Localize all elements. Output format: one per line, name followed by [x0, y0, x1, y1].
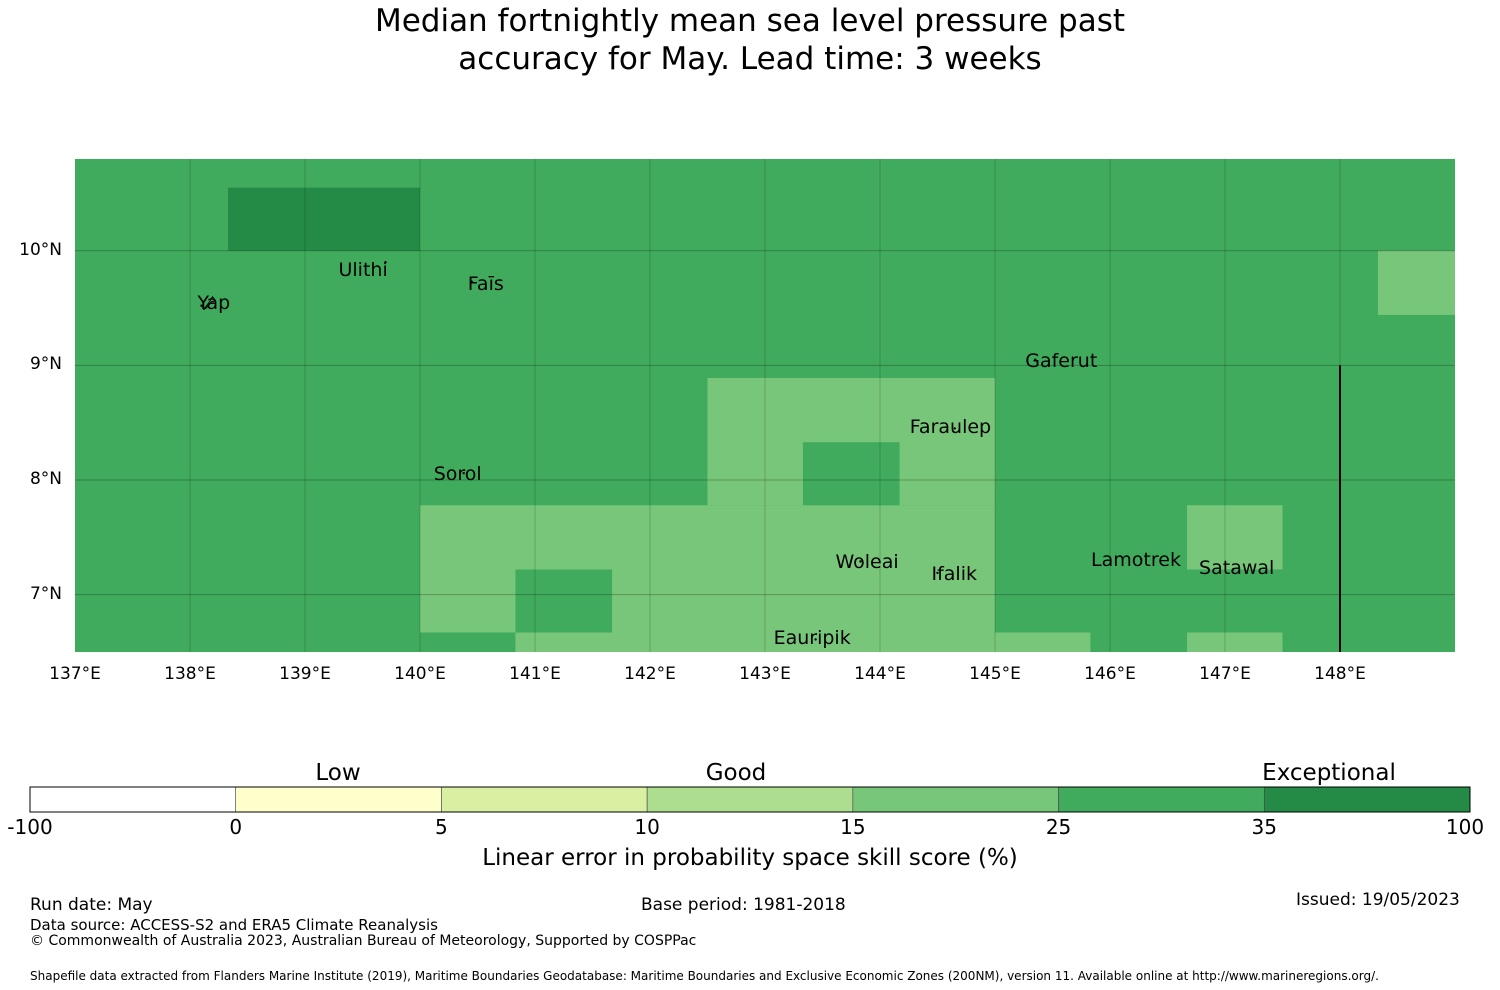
- map-title-line1: Median fortnightly mean sea level pressu…: [374, 3, 1126, 39]
- place-label-faīs: Faīs: [467, 272, 504, 295]
- lat-tick-3: 7°N: [29, 583, 62, 604]
- place-label-faraulep: Faraulep: [909, 416, 992, 439]
- lon-tick-0: 137°E: [49, 664, 101, 684]
- colorbar-tick-1: 0: [229, 815, 243, 839]
- colorbar-segment-4: [852, 786, 1059, 813]
- island-mark-5: [462, 471, 465, 475]
- island-mark-0: [200, 304, 203, 307]
- copyright-notice: © Commonwealth of Australia 2023, Austra…: [30, 933, 697, 949]
- lat-tick-0: 10°N: [19, 239, 62, 260]
- map-area: [75, 159, 1455, 652]
- lon-tick-5: 142°E: [624, 664, 676, 684]
- yap-island-shape: [203, 295, 217, 311]
- island-mark-7: [936, 571, 939, 575]
- colorbar-tick-7: 100: [1445, 815, 1485, 839]
- skill-patch-1: [1377, 250, 1455, 315]
- island-mark-6: [859, 560, 862, 563]
- colorbar-tick-2: 5: [435, 815, 448, 839]
- lon-tick-11: 148°E: [1314, 664, 1366, 684]
- skill-patch-6: [515, 569, 613, 633]
- colorbar-category-good: Good: [705, 760, 767, 786]
- island-mark-3: [1034, 358, 1037, 361]
- lon-tick-1: 138°E: [164, 664, 216, 684]
- island-mark-1: [384, 260, 387, 264]
- colorbar-segment-6: [1263, 786, 1471, 813]
- colorbar-outline: [29, 786, 1471, 813]
- colorbar-tick-0: -100: [7, 815, 53, 839]
- island-mark-2: [470, 280, 473, 283]
- colorbar-segment-2: [441, 786, 648, 813]
- island-mark-10: [814, 638, 817, 641]
- colorbar-category-low: Low: [315, 760, 361, 786]
- place-label-woleai: Woleai: [835, 551, 899, 574]
- lon-tick-4: 141°E: [509, 664, 561, 684]
- colorbar-segment-1: [235, 786, 442, 813]
- colorbar: [29, 786, 1471, 813]
- skill-patch-0: [227, 187, 420, 251]
- run-date: Run date: May: [30, 895, 153, 915]
- place-label-ulithi: Ulithi: [338, 259, 388, 282]
- place-label-gaferut: Gaferut: [1025, 349, 1098, 372]
- place-label-satawal: Satawal: [1199, 557, 1275, 580]
- colorbar-tick-5: 25: [1045, 815, 1072, 839]
- colorbar-tick-3: 10: [634, 815, 660, 839]
- colorbar-tick-4: 15: [840, 815, 866, 839]
- skill-patch-4: [515, 632, 995, 652]
- lat-tick-1: 9°N: [29, 354, 62, 375]
- island-mark-8: [1139, 557, 1143, 561]
- data-source: Data source: ACCESS-S2 and ERA5 Climate …: [30, 916, 438, 934]
- place-label-ifalik: Ifalik: [931, 562, 978, 585]
- lon-tick-8: 145°E: [969, 664, 1021, 684]
- place-label-sorol: Sorol: [433, 463, 482, 486]
- skill-patch-5: [802, 442, 900, 506]
- colorbar-segment-3: [646, 786, 854, 813]
- lon-tick-3: 140°E: [394, 664, 446, 684]
- lon-tick-2: 139°E: [279, 664, 331, 684]
- colorbar-segment-5: [1058, 786, 1265, 813]
- lon-tick-6: 143°E: [739, 664, 791, 684]
- map-title-line2: accuracy for May. Lead time: 3 weeks: [458, 41, 1042, 77]
- place-label-lamotrek: Lamotrek: [1091, 549, 1181, 572]
- base-period: Base period: 1981-2018: [641, 895, 846, 915]
- colorbar-tick-6: 35: [1251, 815, 1277, 839]
- skill-patch-9: [1187, 632, 1283, 652]
- island-mark-9: [1231, 568, 1235, 571]
- island-mark-4: [953, 427, 956, 430]
- place-label-eauripik: Eauripik: [773, 627, 851, 650]
- shapefile-credit: Shapefile data extracted from Flanders M…: [30, 969, 1379, 983]
- issued-date: Issued: 19/05/2023: [1296, 890, 1460, 910]
- skill-patch-7: [995, 632, 1091, 652]
- lon-tick-10: 147°E: [1199, 664, 1251, 684]
- lon-tick-9: 146°E: [1084, 664, 1136, 684]
- colorbar-category-exceptional: Exceptional: [1262, 760, 1396, 786]
- map-title: Median fortnightly mean sea level pressu…: [0, 2, 1500, 78]
- lon-tick-7: 144°E: [854, 664, 906, 684]
- place-label-yap: Yap: [197, 291, 231, 314]
- skill-patch-3: [420, 505, 995, 633]
- lat-tick-2: 8°N: [29, 469, 62, 490]
- skill-patch-8: [1187, 505, 1283, 570]
- colorbar-segment-0: [29, 786, 237, 813]
- colorbar-label: Linear error in probability space skill …: [482, 845, 1018, 871]
